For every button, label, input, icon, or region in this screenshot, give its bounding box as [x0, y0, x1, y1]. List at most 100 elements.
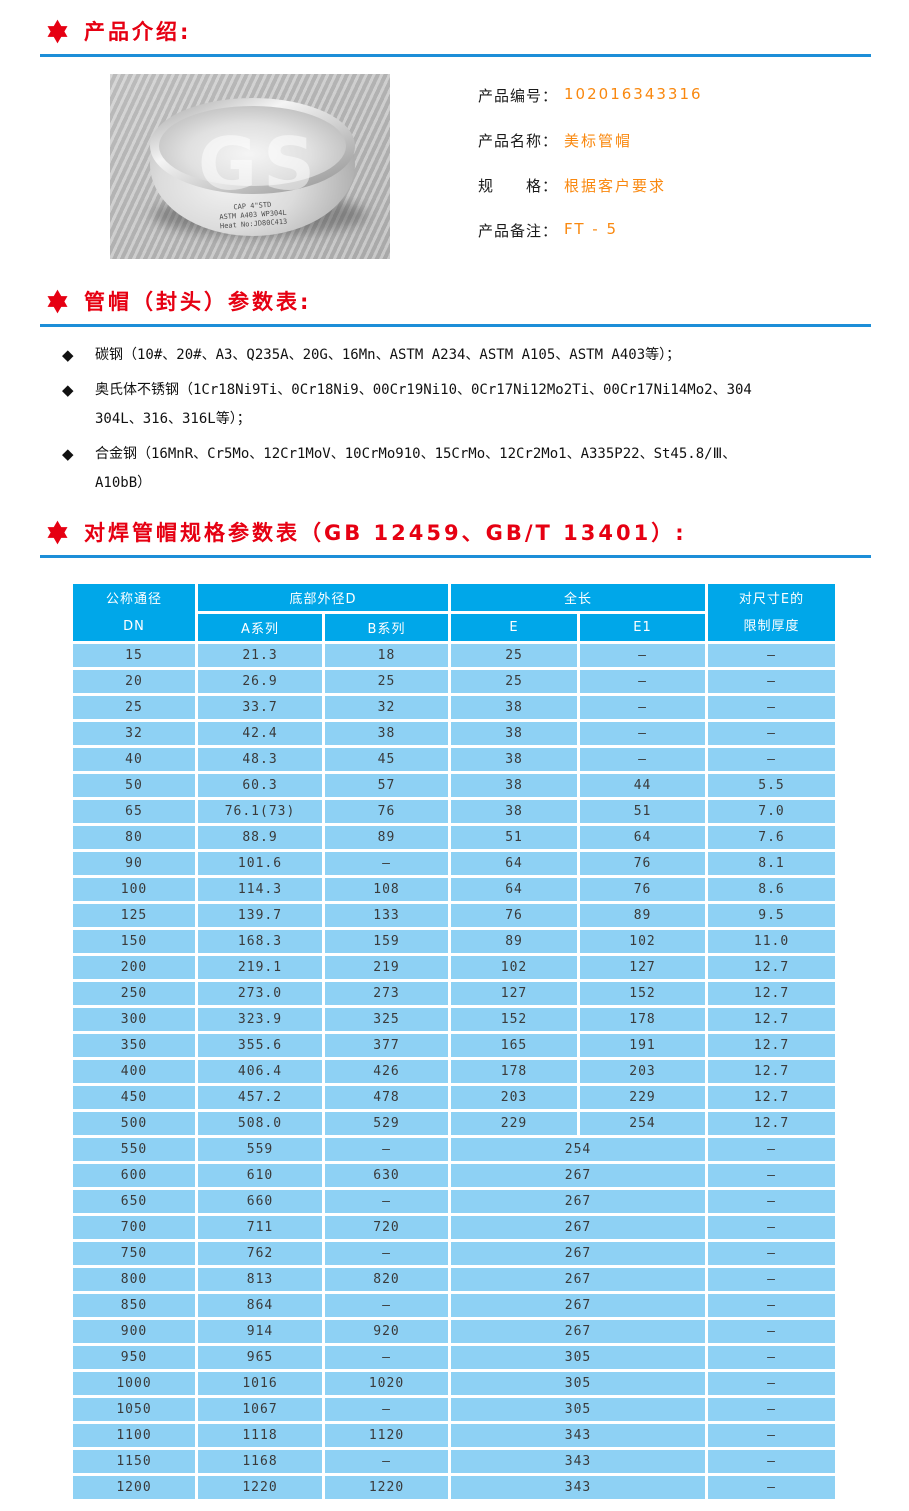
cell-b: 76: [321, 797, 452, 826]
cell-dn: 1050: [70, 1395, 198, 1424]
table-row: 400 406.4 426 178 203 12.7: [70, 1057, 839, 1086]
cell-t: 7.0: [705, 797, 839, 826]
cell-a: 1067: [195, 1395, 325, 1424]
table-row: 800 813 820 267–: [70, 1265, 839, 1294]
cell-b: 159: [321, 927, 452, 956]
table-row: 300 323.9 325 152 178 12.7: [70, 1005, 839, 1034]
cell-dn: 150: [70, 927, 198, 956]
cell-b: –: [321, 1447, 452, 1476]
cell-a: 219.1: [195, 953, 325, 982]
pipe-cap-inner: [159, 106, 346, 186]
cell-t: –: [705, 1343, 839, 1372]
cell-e: 25: [448, 667, 581, 696]
material-item: ◆ 合金钢（16MnR、Cr5Mo、12Cr1MoV、10CrMo910、15Cr…: [62, 440, 869, 498]
cell-e1: 178: [577, 1005, 709, 1034]
cell-a: 76.1(73): [195, 797, 325, 826]
header-bottom-od-group: 底部外径D: [194, 581, 452, 614]
section-params-title: 管帽（封头）参数表:: [84, 290, 312, 314]
cell-e: 267: [448, 1291, 709, 1320]
cell-a: 48.3: [195, 745, 325, 774]
cell-b: 377: [321, 1031, 452, 1060]
cell-e1: 64: [577, 823, 709, 852]
table-row: 1000 1016 1020 305–: [70, 1369, 839, 1398]
cell-a: 406.4: [195, 1057, 325, 1086]
header-length-group: 全长: [448, 581, 709, 614]
cell-e1: 76: [577, 875, 709, 904]
cell-e: 89: [448, 927, 581, 956]
cell-dn: 600: [70, 1161, 198, 1190]
table-row: 50 60.3 57 38 44 5.5: [70, 771, 839, 800]
cell-e: 267: [448, 1317, 709, 1346]
cell-e: 38: [448, 745, 581, 774]
cell-dn: 700: [70, 1213, 198, 1242]
cell-b: 219: [321, 953, 452, 982]
cell-a: 355.6: [195, 1031, 325, 1060]
header-row-1: 公称通径 DN 底部外径D 全长 对尺寸E的 限制厚度: [70, 581, 839, 644]
cell-a: 114.3: [195, 875, 325, 904]
header-e: E: [448, 611, 581, 644]
star-icon: [44, 519, 71, 546]
cell-a: 457.2: [195, 1083, 325, 1112]
header-row-2: A系列 B系列 E E1: [72, 611, 837, 644]
cell-b: 426: [321, 1057, 452, 1086]
cell-b: –: [321, 1395, 452, 1424]
cell-b: 18: [321, 641, 452, 670]
cell-dn: 20: [70, 667, 198, 696]
product-intro-block: GS CAP 4"STD ASTM A403 WP304L Heat No:JD…: [110, 74, 909, 265]
table-row: 32 42.4 38 38– –: [70, 719, 839, 748]
cell-t: –: [705, 1213, 839, 1242]
cell-e: 165: [448, 1031, 581, 1060]
cell-b: 108: [321, 875, 452, 904]
table-row: 1150 1168–343–: [70, 1447, 839, 1476]
field-value: 102016343316: [564, 85, 703, 103]
cell-e: 38: [448, 693, 581, 722]
cell-t: 12.7: [705, 1057, 839, 1086]
section-intro-header: 产品介绍:: [0, 0, 909, 46]
cell-e: 267: [448, 1265, 709, 1294]
cell-t: 12.7: [705, 1083, 839, 1112]
header-dn: 公称通径 DN: [70, 581, 198, 644]
cell-a: 914: [195, 1317, 325, 1346]
product-fields: 产品编号： 102016343316 产品名称： 美标管帽 规 格： 根据客户要…: [478, 74, 703, 265]
table-row: 1200 1220 1220 343–: [70, 1473, 839, 1502]
cell-a: 26.9: [195, 667, 325, 696]
cell-b: 1020: [321, 1369, 452, 1398]
cell-e1: –: [577, 693, 709, 722]
cell-e1: 229: [577, 1083, 709, 1112]
material-text: 碳钢（10#、20#、A3、Q235A、20G、16Mn、ASTM A234、A…: [95, 347, 681, 363]
cell-e: 25: [448, 641, 581, 670]
cell-t: –: [705, 667, 839, 696]
cell-t: –: [705, 1447, 839, 1476]
header-limit-thickness: 对尺寸E的 限制厚度: [705, 581, 839, 644]
cell-a: 1168: [195, 1447, 325, 1476]
cell-b: –: [321, 849, 452, 878]
cell-a: 762: [195, 1239, 325, 1268]
cell-dn: 50: [70, 771, 198, 800]
cell-e1: 102: [577, 927, 709, 956]
section-specs-title: 对焊管帽规格参数表（GB 12459、GB/T 13401）:: [84, 521, 687, 545]
cell-b: 478: [321, 1083, 452, 1112]
cell-t: –: [705, 1421, 839, 1450]
table-row: 25 33.7 32 38– –: [70, 693, 839, 722]
divider-line: [40, 54, 871, 57]
cell-e1: 127: [577, 953, 709, 982]
cell-t: 7.6: [705, 823, 839, 852]
cell-dn: 950: [70, 1343, 198, 1372]
divider-line: [40, 555, 871, 558]
cell-b: 273: [321, 979, 452, 1008]
cell-e1: –: [577, 719, 709, 748]
cell-dn: 800: [70, 1265, 198, 1294]
cell-a: 33.7: [195, 693, 325, 722]
cell-e: 102: [448, 953, 581, 982]
header-limit-line1: 对尺寸E的: [738, 591, 805, 607]
cell-b: –: [321, 1187, 452, 1216]
cell-e: 267: [448, 1161, 709, 1190]
cell-a: 610: [195, 1161, 325, 1190]
section-intro-title: 产品介绍:: [84, 20, 192, 44]
cell-t: 12.7: [705, 1109, 839, 1138]
cell-e: 229: [448, 1109, 581, 1138]
cell-b: –: [321, 1343, 452, 1372]
table-row: 80 88.9 89 51 64 7.6: [70, 823, 839, 852]
cell-dn: 100: [70, 875, 198, 904]
cell-a: 559: [195, 1135, 325, 1164]
